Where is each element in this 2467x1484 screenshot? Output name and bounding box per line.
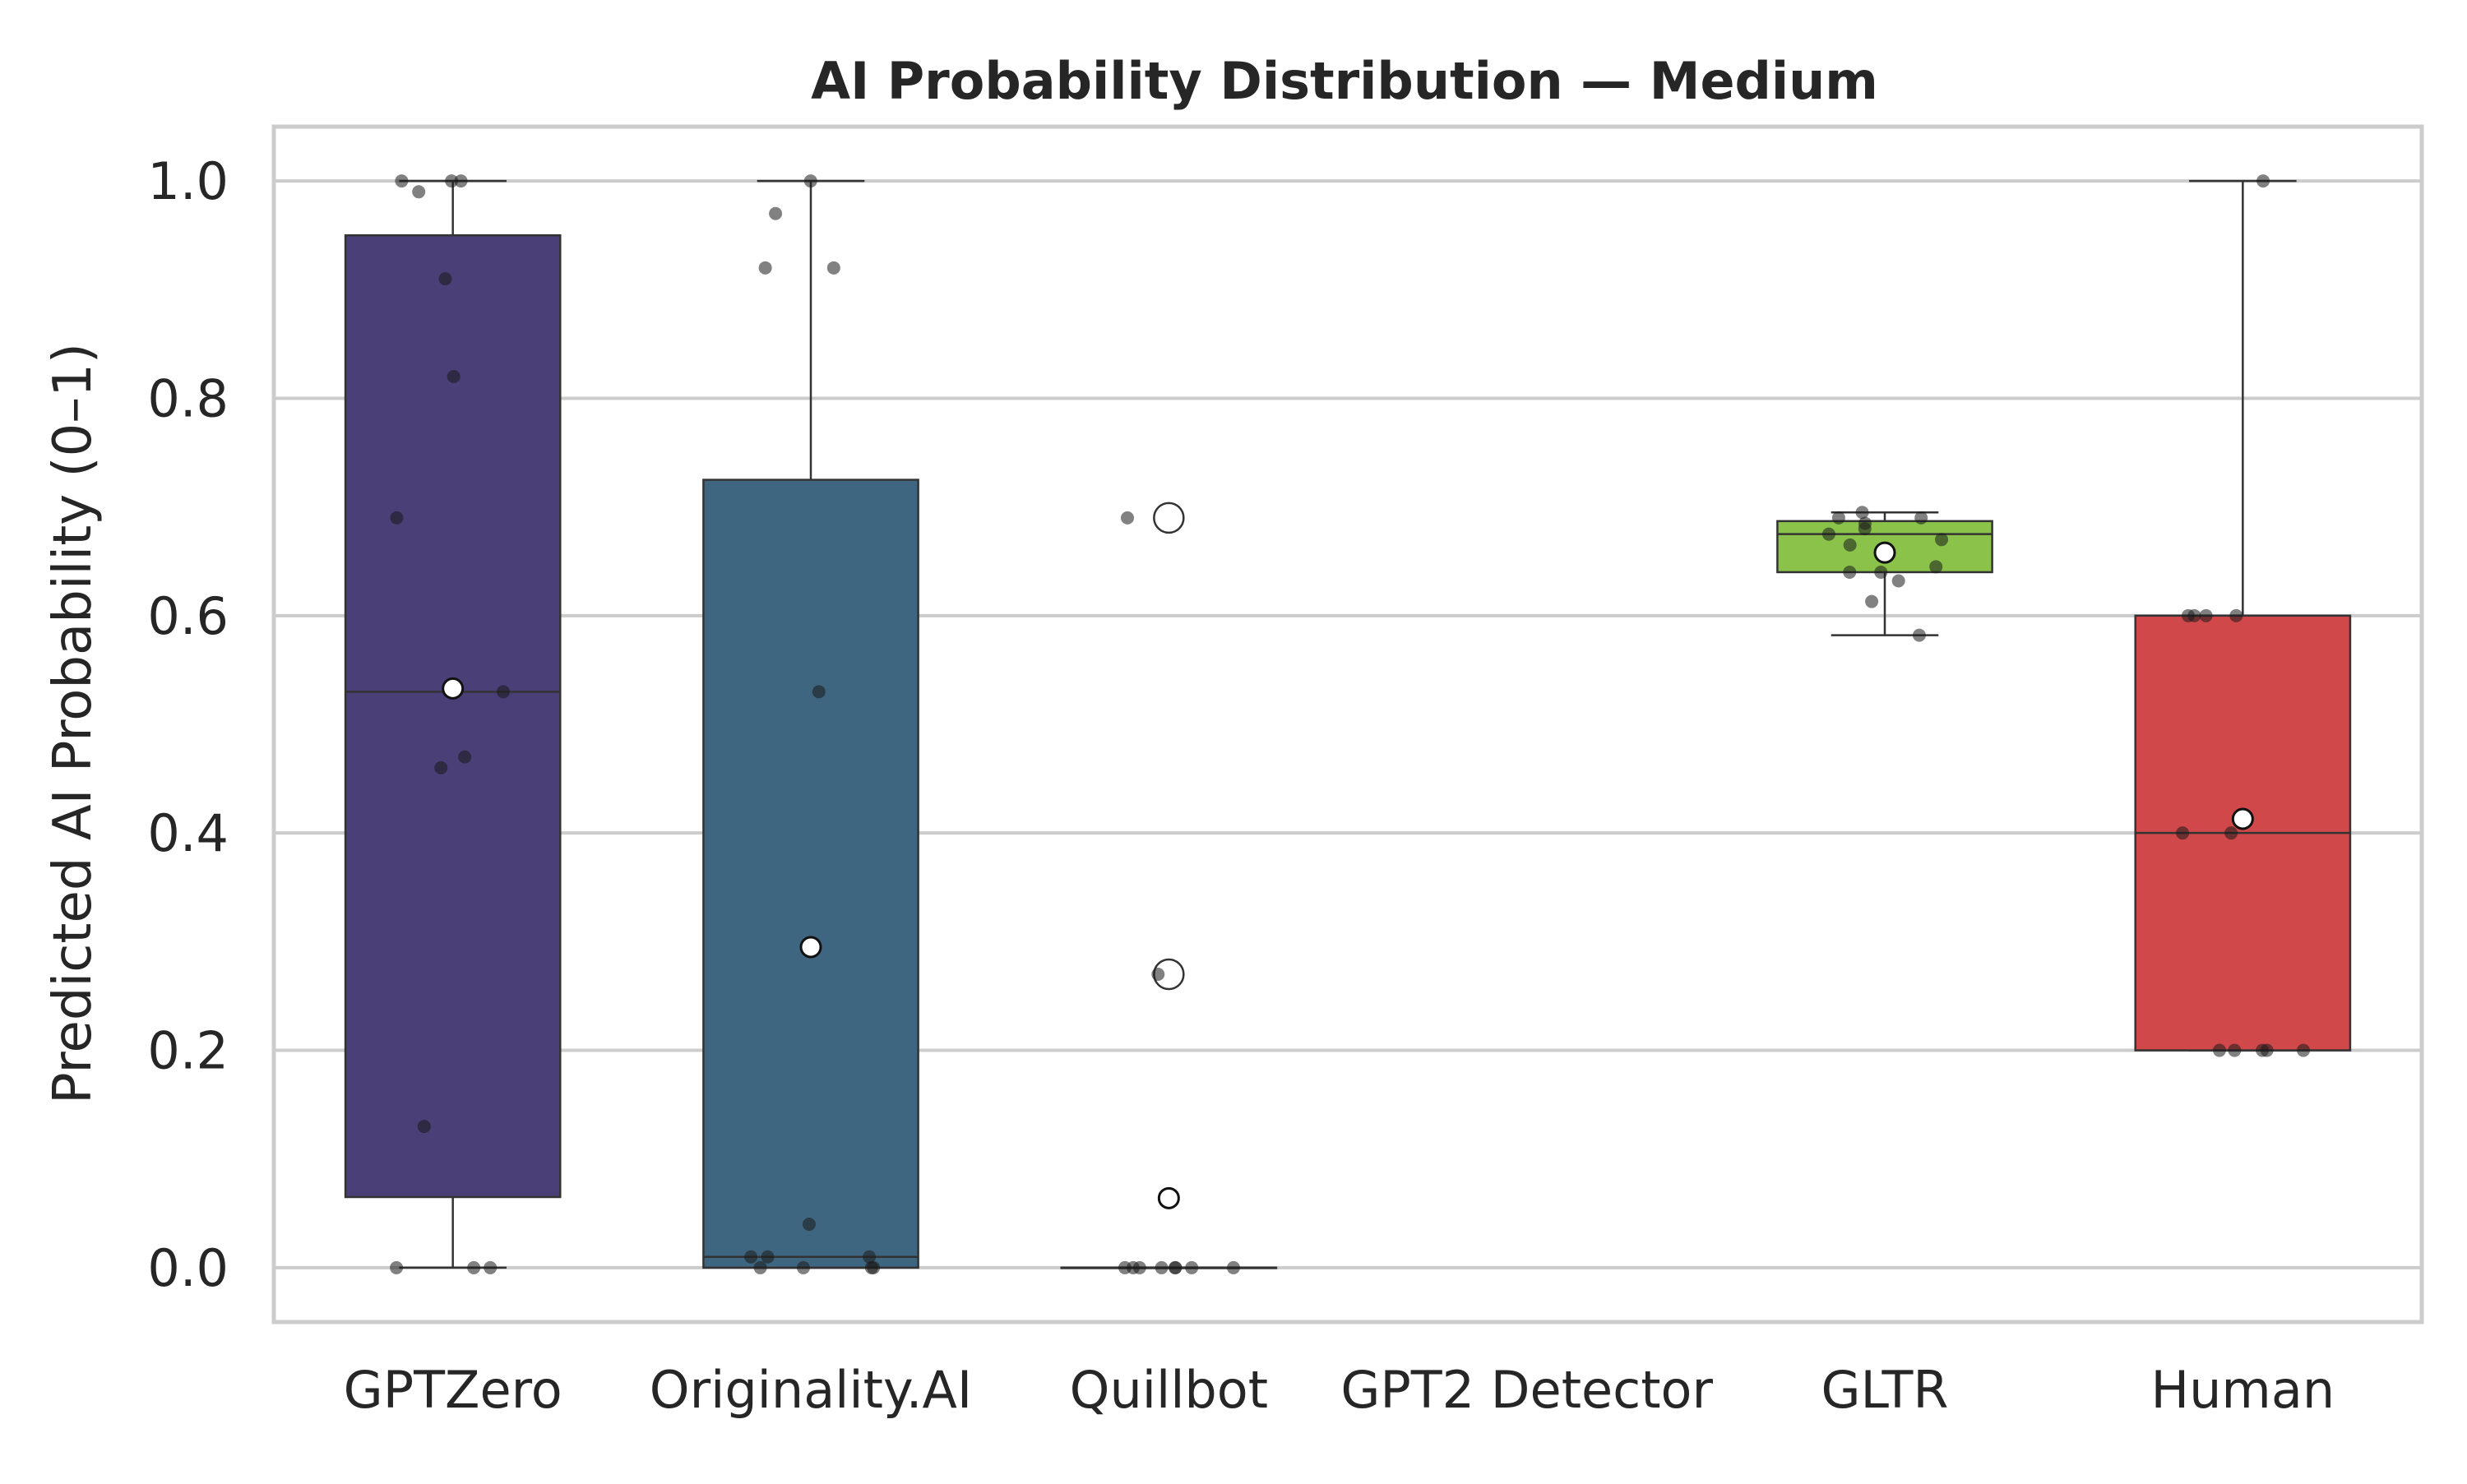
strip-point — [454, 174, 468, 188]
strip-point — [769, 206, 783, 220]
gridlines — [274, 179, 2422, 1269]
strip-point — [2229, 608, 2243, 622]
strip-point — [802, 1218, 816, 1232]
x-tick-label: Originality.AI — [650, 1360, 972, 1420]
x-tick-label: GPT2 Detector — [1340, 1360, 1713, 1420]
boxes — [344, 179, 2352, 1269]
strip-point — [395, 174, 409, 188]
box-body — [702, 478, 919, 1269]
strip-point — [467, 1260, 481, 1274]
x-tick-labels: GPTZero Originality.AI Quillbot GPT2 Detect… — [344, 1360, 2335, 1420]
strip-point — [1935, 533, 1949, 547]
strip-point — [1912, 628, 1926, 642]
strip-point — [1843, 565, 1857, 579]
strip-point — [2181, 608, 2195, 622]
mean-marker — [799, 936, 822, 959]
strip-point — [1120, 511, 1134, 525]
strip-point — [2224, 826, 2238, 840]
strip-point — [826, 261, 840, 275]
strip-point — [864, 1260, 878, 1274]
strip-point — [863, 1250, 877, 1264]
strip-point — [1874, 565, 1888, 579]
strip-points — [390, 174, 2311, 1274]
y-tick-label: 0.4 — [147, 803, 229, 863]
strip-point — [445, 174, 459, 188]
y-axis-label: Predicted AI Probability (0–1) — [43, 343, 104, 1104]
strip-point — [1127, 1260, 1141, 1274]
strip-point — [390, 1260, 404, 1274]
y-tick-label: 0.6 — [147, 586, 229, 646]
strip-point — [2256, 174, 2270, 188]
strip-point — [2297, 1043, 2311, 1057]
strip-point — [803, 174, 817, 188]
strip-point — [390, 511, 404, 525]
mean-marker — [1873, 541, 1896, 564]
y-tick-label: 1.0 — [147, 151, 229, 211]
y-tick-label: 0.0 — [147, 1238, 229, 1298]
strip-point — [1891, 574, 1905, 588]
y-tick-label: 0.8 — [147, 368, 229, 428]
strip-point — [1185, 1260, 1199, 1274]
strip-point — [447, 370, 461, 384]
strip-point — [753, 1260, 767, 1274]
mean-markers — [442, 541, 2254, 1209]
y-tick-labels: 0.0 0.2 0.4 0.6 0.8 1.0 — [147, 151, 229, 1298]
strip-point — [1831, 511, 1845, 525]
strip-point — [1151, 968, 1165, 982]
strip-point — [2176, 826, 2190, 840]
strip-point — [2256, 1043, 2270, 1057]
box-body — [344, 233, 562, 1199]
strip-point — [1226, 1260, 1240, 1274]
strip-point — [1843, 538, 1857, 552]
strip-point — [484, 1260, 498, 1274]
strip-point — [1821, 527, 1835, 541]
strip-point — [2212, 1043, 2226, 1057]
mean-marker — [1157, 1186, 1180, 1209]
strip-point — [458, 750, 472, 764]
strip-point — [1929, 560, 1943, 574]
strip-point — [812, 685, 826, 699]
box-5 — [2134, 179, 2352, 1052]
outlier-point — [1153, 502, 1185, 534]
strip-point — [1914, 511, 1928, 525]
mean-marker — [442, 677, 465, 700]
x-tick-label: Human — [2151, 1360, 2335, 1420]
strip-point — [412, 185, 426, 199]
box-1 — [702, 179, 919, 1269]
strip-point — [434, 760, 448, 774]
strip-point — [2199, 608, 2213, 622]
x-tick-label: Quillbot — [1070, 1360, 1268, 1420]
strip-point — [1858, 522, 1872, 536]
strip-point — [1855, 506, 1869, 520]
strip-point — [2228, 1043, 2242, 1057]
strip-point — [417, 1120, 431, 1134]
y-tick-label: 0.2 — [147, 1021, 229, 1081]
strip-point — [1155, 1260, 1169, 1274]
strip-point — [438, 272, 452, 286]
plot-frame — [271, 124, 2424, 1325]
box-0 — [344, 179, 562, 1269]
chart-title: AI Probability Distribution — Medium — [811, 51, 1878, 111]
strip-point — [761, 1250, 775, 1264]
strip-point — [497, 685, 511, 699]
x-tick-label: GLTR — [1821, 1360, 1949, 1420]
strip-point — [1865, 594, 1879, 608]
strip-point — [796, 1260, 810, 1274]
strip-point — [758, 261, 772, 275]
strip-point — [744, 1250, 758, 1264]
x-tick-label: GPTZero — [344, 1360, 562, 1420]
strip-point — [1168, 1260, 1182, 1274]
mean-marker — [2231, 807, 2254, 830]
